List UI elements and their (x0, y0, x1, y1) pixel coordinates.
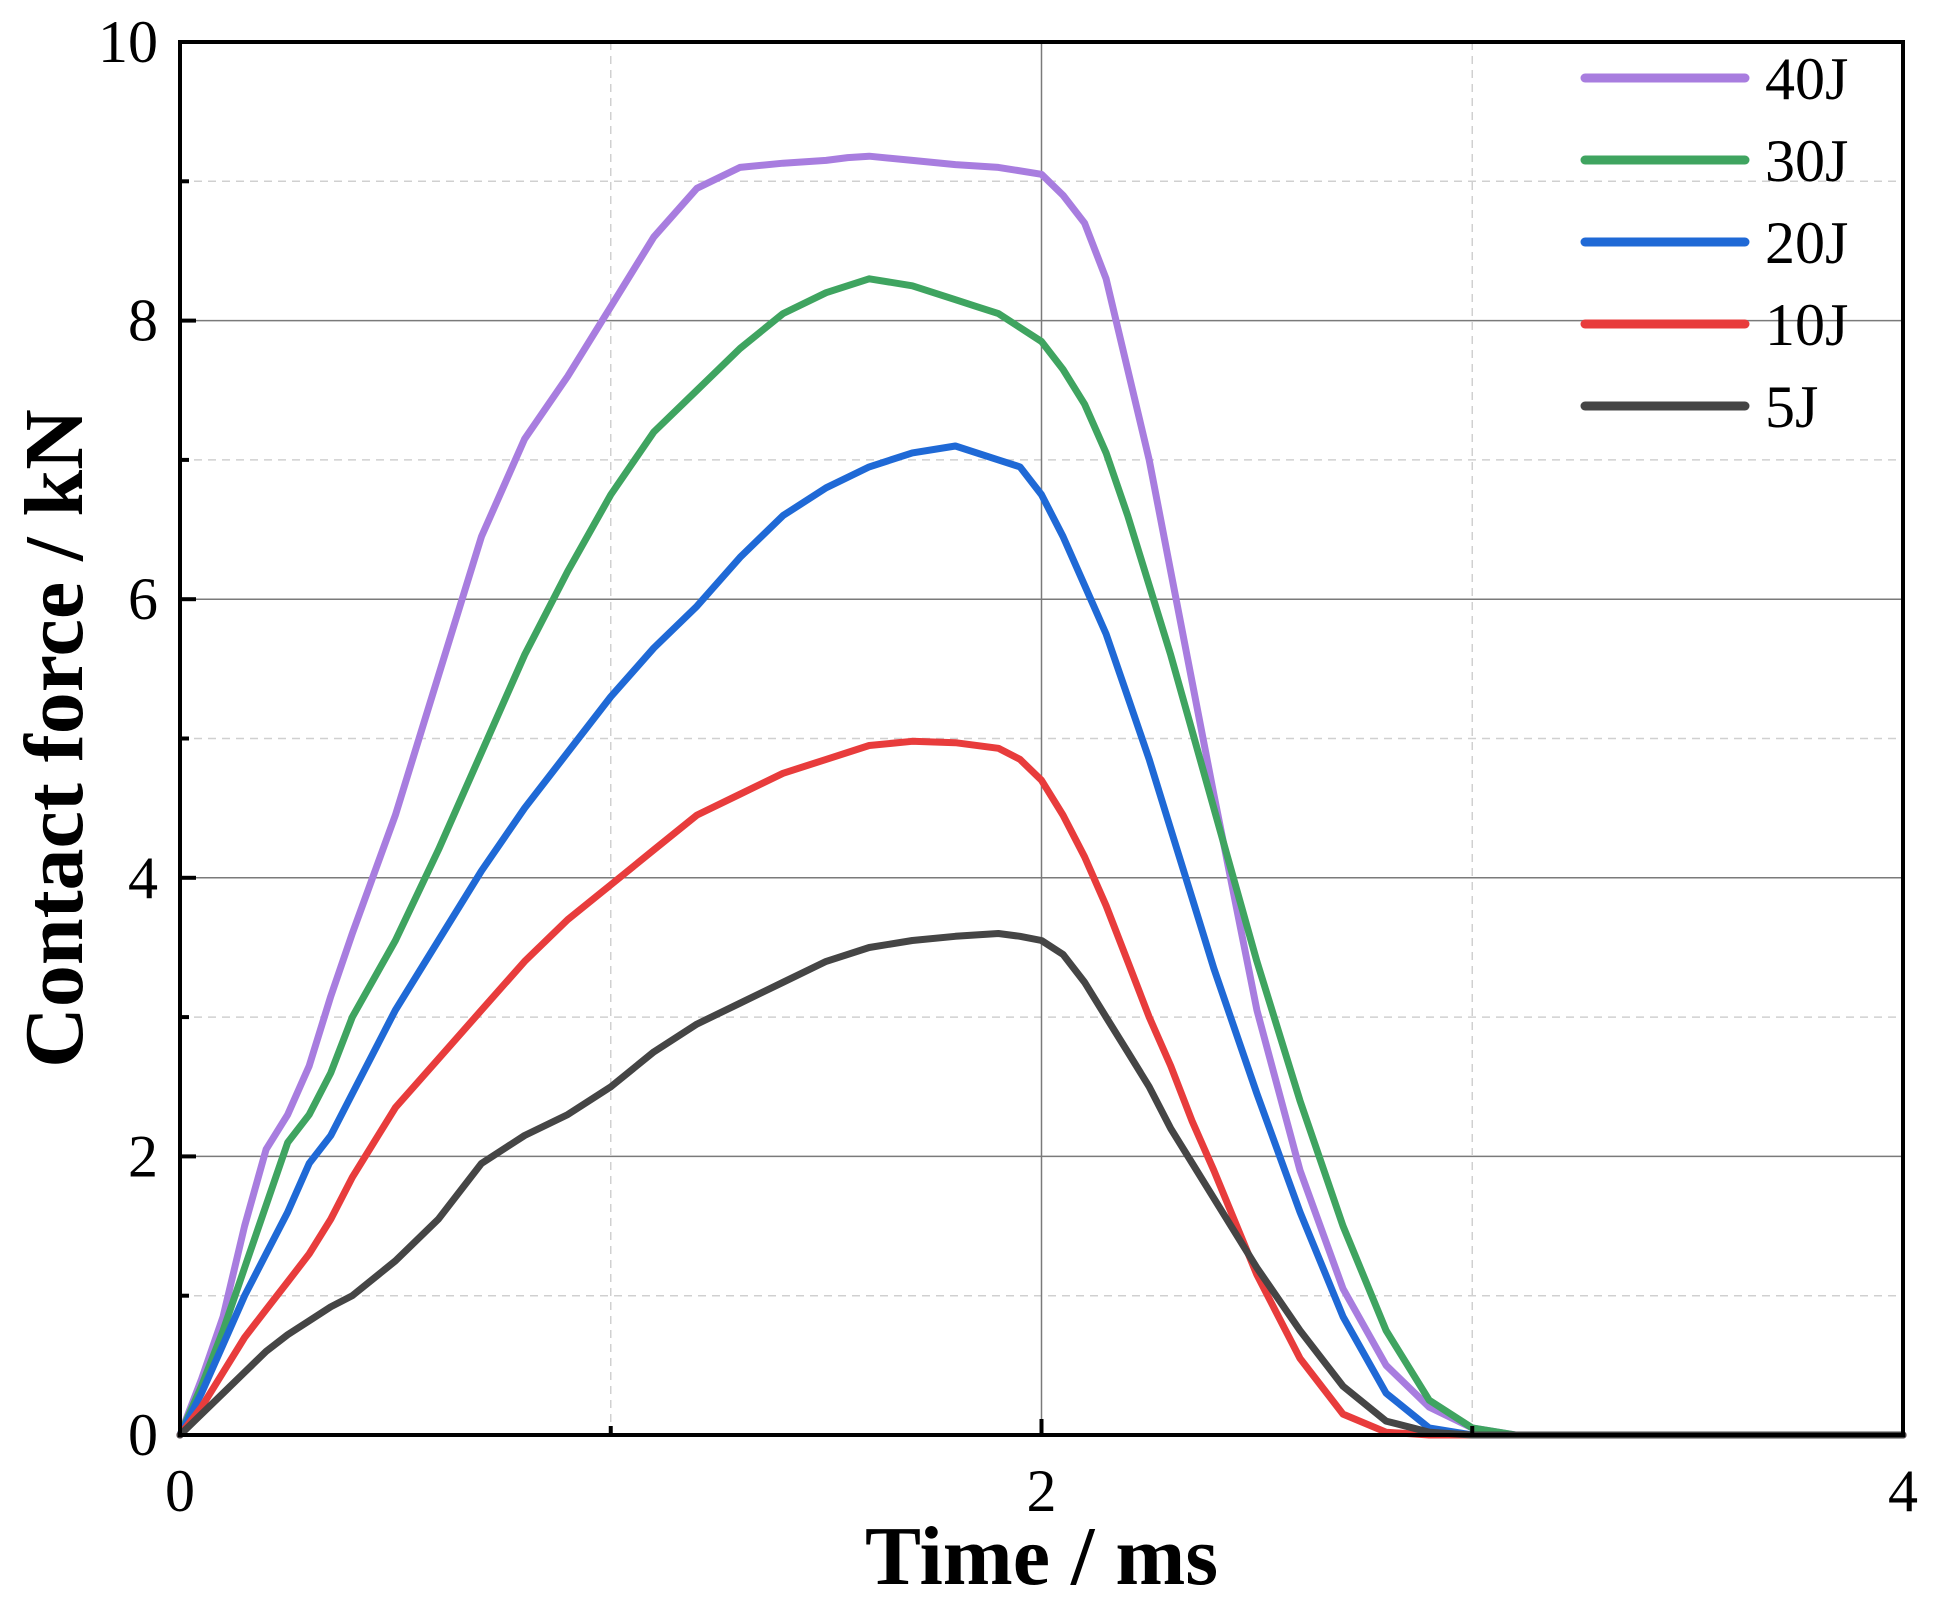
legend-label-30J: 30J (1765, 128, 1848, 194)
series-line-5J (176, 930, 1907, 1439)
series-line-40J (176, 152, 1907, 1439)
legend-label-40J: 40J (1765, 46, 1848, 112)
x-tick-label: 0 (165, 1458, 195, 1524)
y-tick-label: 2 (128, 1123, 158, 1189)
y-tick-label: 4 (128, 845, 158, 911)
legend-label-5J: 5J (1765, 374, 1818, 440)
grid-lines (180, 42, 1903, 1435)
legend: 40J 30J 20J 10J 5J (1580, 46, 1848, 440)
y-tick-label: 6 (128, 566, 158, 632)
x-tick-label: 4 (1888, 1458, 1918, 1524)
series-lines (176, 152, 1907, 1439)
legend-label-10J: 10J (1765, 292, 1848, 358)
series-line-20J (176, 442, 1907, 1439)
y-tick-label: 0 (128, 1402, 158, 1468)
legend-label-20J: 20J (1765, 210, 1848, 276)
axis-ticks (178, 40, 1905, 1437)
y-tick-label: 8 (128, 288, 158, 354)
series-line-10J (176, 737, 1907, 1439)
x-tick-label: 2 (1027, 1458, 1057, 1524)
x-axis-title: Time / ms (865, 1510, 1218, 1603)
series-line-30J (176, 275, 1907, 1439)
y-tick-label: 10 (98, 9, 158, 75)
tick-labels: 0 2 4 6 8 10 0 2 4 (98, 9, 1918, 1524)
y-axis-title: Contact force / kN (8, 409, 101, 1068)
